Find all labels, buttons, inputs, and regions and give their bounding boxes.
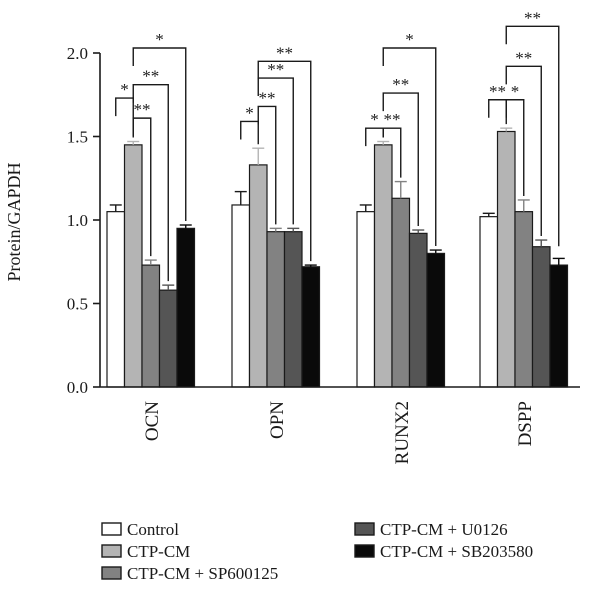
- significance-bracket: [382, 92, 419, 227]
- significance-bracket: [505, 25, 560, 247]
- bar-runx2-s2: [391, 197, 411, 388]
- significance-label: **: [134, 100, 151, 119]
- bar-opn-s1: [248, 164, 268, 388]
- bar-ocn-s2: [141, 264, 161, 388]
- significance-label: *: [155, 30, 164, 49]
- x-tick-label-dspp: DSPP: [515, 401, 536, 446]
- bar-dspp-s3: [531, 246, 551, 388]
- significance-bracket: [488, 99, 507, 125]
- significance-label: **: [524, 8, 541, 27]
- bar-runx2-s4: [426, 252, 446, 388]
- error-bars-group: [109, 127, 565, 291]
- bar-ocn-s1: [123, 144, 143, 388]
- bar-ocn-s0: [106, 211, 126, 388]
- significance-label: **: [259, 88, 276, 107]
- legend-label: CTP-CM + U0126: [380, 520, 508, 539]
- significance-bracket: [382, 47, 437, 247]
- significance-bracket: [132, 47, 187, 222]
- significance-label: **: [384, 110, 401, 129]
- bar-dspp-s4: [549, 264, 569, 388]
- significance-label: **: [142, 67, 159, 86]
- bar-opn-s2: [266, 231, 286, 388]
- legend-swatch: [101, 544, 122, 558]
- legend-label: Control: [127, 520, 179, 539]
- significance-group: ************** ******* *****: [115, 8, 560, 282]
- significance-bracket: [132, 117, 152, 257]
- x-axis-labels: OCN OPN RUNX2 DSPP: [142, 401, 536, 465]
- legend-swatch: [354, 522, 375, 536]
- y-tick-label: 1.0: [67, 211, 88, 230]
- y-tick-label: 1.5: [67, 128, 88, 147]
- bar-dspp-s1: [496, 130, 516, 388]
- x-tick-label-opn: OPN: [267, 401, 288, 439]
- significance-bracket: [240, 120, 259, 145]
- legend-label: CTP-CM: [127, 542, 190, 561]
- significance-bracket: [132, 84, 169, 282]
- bar-dspp-s2: [514, 211, 534, 388]
- significance-bracket: [365, 127, 384, 147]
- bar-opn-s4: [301, 266, 321, 388]
- legend-label: CTP-CM + SB203580: [380, 542, 533, 561]
- significance-label: **: [515, 48, 532, 67]
- bar-runx2-s3: [408, 232, 428, 388]
- bar-opn-s0: [231, 204, 251, 388]
- significance-label: *: [405, 30, 414, 49]
- significance-bracket: [382, 127, 402, 178]
- significance-label: **: [276, 43, 293, 62]
- bars-group: [100, 130, 580, 388]
- significance-label: *: [120, 80, 129, 99]
- bar-opn-s3: [283, 231, 303, 388]
- bar-runx2-s0: [356, 211, 376, 388]
- legend-swatch: [101, 522, 122, 536]
- significance-bracket: [115, 97, 134, 138]
- significance-bracket: [257, 60, 312, 262]
- legend-swatch: [101, 566, 122, 580]
- significance-bracket: [505, 65, 542, 237]
- significance-bracket: [257, 105, 277, 225]
- y-tick-label: 2.0: [67, 44, 88, 63]
- significance-label: *: [370, 110, 379, 129]
- bar-ocn-s4: [176, 227, 196, 388]
- y-axis: 0.0 0.5 1.0 1.5 2.0: [67, 44, 101, 397]
- y-axis-title: Protein/GAPDH: [4, 162, 24, 281]
- significance-label: **: [267, 60, 284, 79]
- significance-label: **: [489, 82, 506, 101]
- legend-label: CTP-CM + SP600125: [127, 564, 278, 583]
- bar-ocn-s3: [158, 289, 178, 388]
- legend: Control CTP-CM CTP-CM + SP600125 CTP-CM + U…: [101, 520, 533, 583]
- x-tick-label-runx2: RUNX2: [392, 401, 413, 464]
- significance-bracket: [257, 77, 294, 225]
- x-tick-label-ocn: OCN: [142, 401, 163, 441]
- significance-label: *: [245, 103, 254, 122]
- significance-label: *: [511, 82, 520, 101]
- legend-swatch: [354, 544, 375, 558]
- bar-runx2-s1: [373, 144, 393, 388]
- y-tick-label: 0.0: [67, 378, 88, 397]
- bar-dspp-s0: [479, 216, 499, 388]
- y-tick-label: 0.5: [67, 295, 88, 314]
- significance-label: **: [392, 75, 409, 94]
- significance-bracket: [505, 99, 525, 196]
